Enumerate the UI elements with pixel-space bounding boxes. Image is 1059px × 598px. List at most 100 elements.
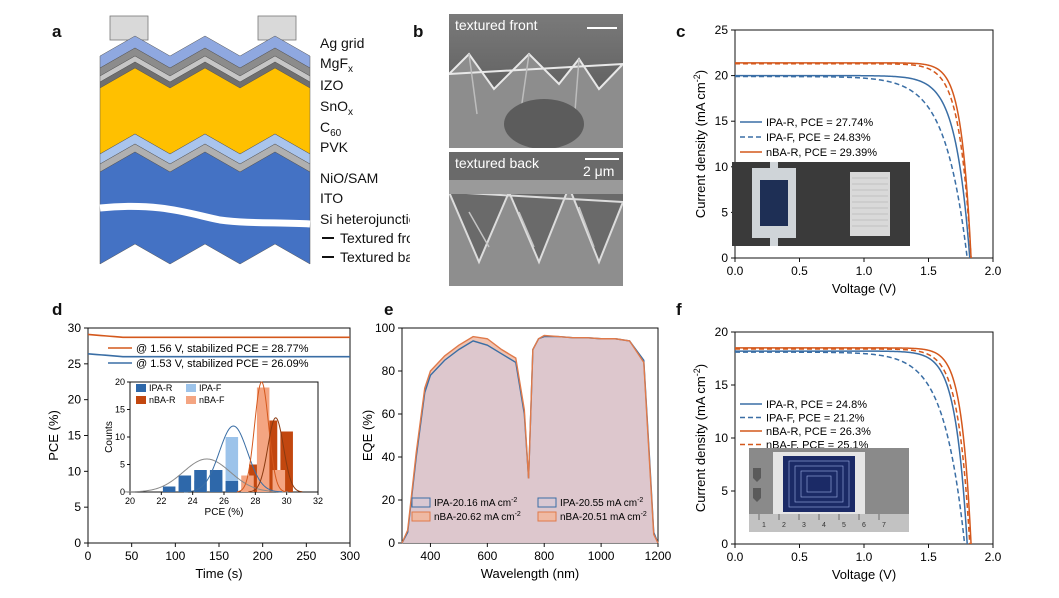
inset-legend-swatch xyxy=(186,396,196,404)
ag-grid-finger xyxy=(109,15,149,41)
x-tick-label: 300 xyxy=(340,549,360,563)
legend-entry: nBA-R, PCE = 29.39% xyxy=(766,147,877,159)
label-mgf: MgFx xyxy=(320,55,353,75)
y-tick-label: 20 xyxy=(715,325,729,339)
inset-legend-entry: nBA-R xyxy=(149,395,176,405)
legend-entry: @ 1.53 V, stabilized PCE = 26.09% xyxy=(136,358,309,370)
stability-trace xyxy=(87,353,350,358)
legend-swatch xyxy=(411,497,431,508)
x-tick-label: 1.0 xyxy=(856,264,873,278)
x-tick-label: 800 xyxy=(534,549,554,563)
y-tick-label: 25 xyxy=(715,23,729,37)
histogram-bar xyxy=(162,486,176,492)
inset-legend-entry: IPA-F xyxy=(199,383,222,393)
label-nio-sam: NiO/SAM xyxy=(320,170,378,186)
x-tick-label: 50 xyxy=(125,549,139,563)
inset-legend-swatch xyxy=(136,396,146,404)
inset-y-label: Counts xyxy=(104,421,115,453)
legend-entry: @ 1.56 V, stabilized PCE = 28.77% xyxy=(136,343,309,355)
jv-curve-nba-f xyxy=(734,348,971,545)
legend-swatch xyxy=(411,511,431,522)
label-c60: C60 xyxy=(320,119,342,139)
histogram-bar xyxy=(194,470,207,492)
jv-curve-ipa-r xyxy=(734,74,971,259)
legend-entry: IPA-R, PCE = 24.8% xyxy=(766,399,867,411)
legend-swatch xyxy=(537,511,557,522)
inset-x-label: PCE (%) xyxy=(205,507,244,518)
x-tick-label: 0 xyxy=(85,549,92,563)
inset-x-tick-label: 30 xyxy=(282,496,292,506)
histogram-bar xyxy=(256,387,270,492)
y-tick-label: 40 xyxy=(382,450,396,464)
x-axis-label: Wavelength (nm) xyxy=(481,566,580,581)
y-tick-label: 0 xyxy=(74,536,81,550)
jv-curve-nba-r xyxy=(735,347,972,545)
gaussian-fit xyxy=(248,417,303,493)
x-tick-label: 0.5 xyxy=(791,264,808,278)
chart-c-jv: 0.0 0.5 1.0 1.5 2.0 0 5 10 15 20 25 Voltage (V) Curr… xyxy=(692,23,1002,296)
histogram-bar xyxy=(209,470,223,492)
x-tick-label: 200 xyxy=(253,549,273,563)
y-axis-label: PCE (%) xyxy=(46,410,61,461)
inset-y-tick-label: 5 xyxy=(120,460,125,470)
inset-legend-swatch xyxy=(136,384,146,392)
inset-x-tick-label: 32 xyxy=(313,496,323,506)
y-tick-label: 15 xyxy=(68,429,82,443)
panel-label-b: b xyxy=(413,22,424,41)
y-tick-label: 15 xyxy=(715,378,729,392)
x-axis-label: Voltage (V) xyxy=(832,567,896,582)
jv-curve-ipa-f xyxy=(734,75,968,259)
sem-image-textured-front: textured front xyxy=(449,14,623,148)
x-tick-label: 600 xyxy=(477,549,497,563)
inset-x-tick-label: 26 xyxy=(219,496,229,506)
inset-y-tick-label: 15 xyxy=(115,405,125,415)
y-tick-label: 30 xyxy=(68,321,82,335)
sem-back-texture xyxy=(449,152,623,286)
layer-si xyxy=(99,151,311,265)
legend-entry: IPA-20.16 mA cm-2 xyxy=(434,497,517,509)
panel-label-d: d xyxy=(52,300,63,319)
chart-e-eqe: 400 600 800 1000 1200 0 20 40 60 80 100 Wavelength … xyxy=(360,321,672,581)
y-axis-label: EQE (%) xyxy=(360,410,375,461)
inset-y-tick-label: 0 xyxy=(120,487,125,497)
y-tick-label: 10 xyxy=(715,160,729,174)
x-tick-label: 400 xyxy=(420,549,440,563)
inset-y-tick-label: 10 xyxy=(115,432,125,442)
x-tick-label: 150 xyxy=(209,549,229,563)
y-tick-label: 0 xyxy=(388,536,395,550)
y-axis-label: Current density (mA cm-2) xyxy=(692,364,708,512)
y-tick-label: 5 xyxy=(721,205,728,219)
x-tick-label: 1.5 xyxy=(920,264,937,278)
y-tick-label: 10 xyxy=(715,431,729,445)
x-axis-label: Time (s) xyxy=(195,566,242,581)
gaussian-fit xyxy=(184,425,282,493)
legend-swatch xyxy=(537,497,557,508)
label-izo: IZO xyxy=(320,77,343,93)
x-tick-label: 1000 xyxy=(588,549,615,563)
inset-legend-entry: IPA-R xyxy=(149,383,173,393)
gaussian-fit xyxy=(236,381,286,493)
x-tick-label: 100 xyxy=(165,549,185,563)
y-tick-label: 0 xyxy=(721,537,728,551)
x-tick-label: 1200 xyxy=(645,549,672,563)
x-tick-label: 1.0 xyxy=(856,550,873,564)
y-tick-label: 5 xyxy=(721,484,728,498)
sem-back-scale-label: 2 μm xyxy=(583,163,615,179)
label-ito: ITO xyxy=(320,190,343,206)
inset-x-tick-label: 24 xyxy=(188,496,198,506)
legend-entry: nBA-R, PCE = 26.3% xyxy=(766,426,871,438)
label-si: Si heterojunction xyxy=(320,211,410,227)
ruler-label: 4 xyxy=(822,522,826,529)
legend-entry: IPA-F, PCE = 24.83% xyxy=(766,132,871,144)
y-tick-label: 25 xyxy=(68,357,82,371)
ruler-label: 2 xyxy=(782,522,786,529)
y-tick-label: 15 xyxy=(715,114,729,128)
gaussian-fit xyxy=(124,458,289,493)
device-photo-c xyxy=(732,162,910,246)
histogram-bar xyxy=(241,475,254,492)
jv-curve-ipa-f xyxy=(734,351,966,545)
sem-front-texture xyxy=(449,14,623,148)
y-tick-label: 100 xyxy=(375,321,395,335)
histogram-bar xyxy=(225,481,239,492)
panel-label-c: c xyxy=(676,22,686,41)
